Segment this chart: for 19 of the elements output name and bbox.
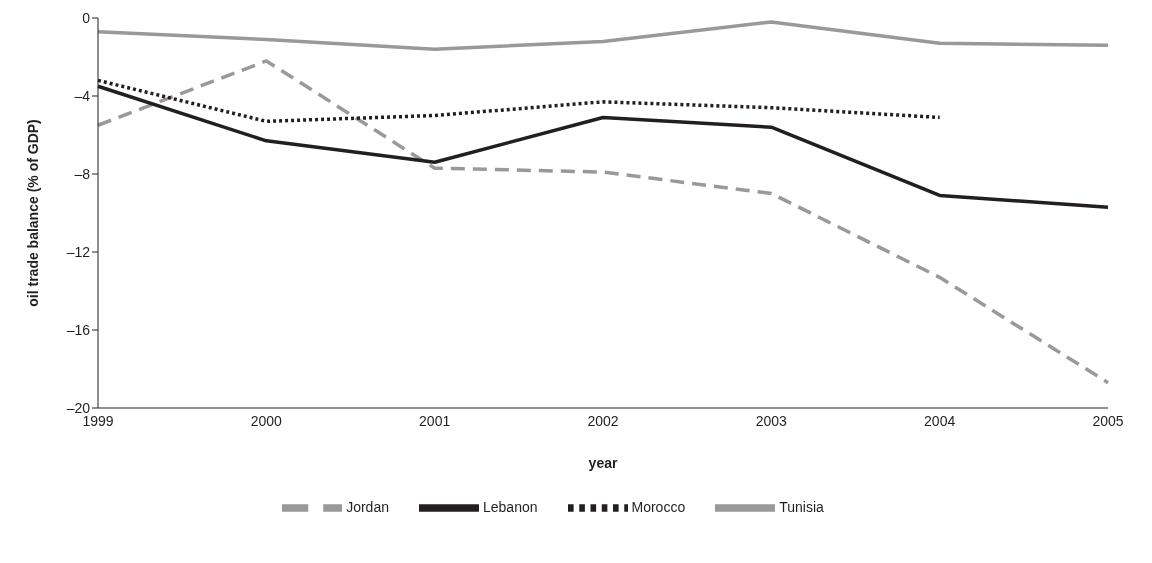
y-tick-label: –16 — [66, 321, 91, 338]
line-series — [96, 20, 1110, 51]
x-tick-label: 2001 — [419, 412, 451, 429]
x-tick-label: 2003 — [755, 412, 788, 429]
x-tick-label: 2000 — [250, 412, 283, 429]
x-tick-label: 2004 — [924, 412, 956, 429]
y-tick-label: –4 — [74, 87, 91, 104]
y-tick-label: –12 — [66, 243, 91, 260]
y-tick-label: –8 — [74, 165, 91, 182]
legend-label: Lebanon — [482, 498, 538, 515]
legend-label: Jordan — [346, 498, 389, 515]
x-tick-label: 2005 — [1092, 412, 1124, 429]
line-series — [96, 59, 1110, 385]
y-axis-title: oil trade balance (% of GDP) — [24, 119, 41, 307]
legend-label: Morocco — [631, 498, 686, 515]
legend-label: Tunisia — [779, 498, 824, 515]
y-tick-label: 0 — [82, 9, 91, 26]
x-axis-title: year — [588, 455, 618, 471]
x-tick-label: 2002 — [587, 412, 619, 429]
